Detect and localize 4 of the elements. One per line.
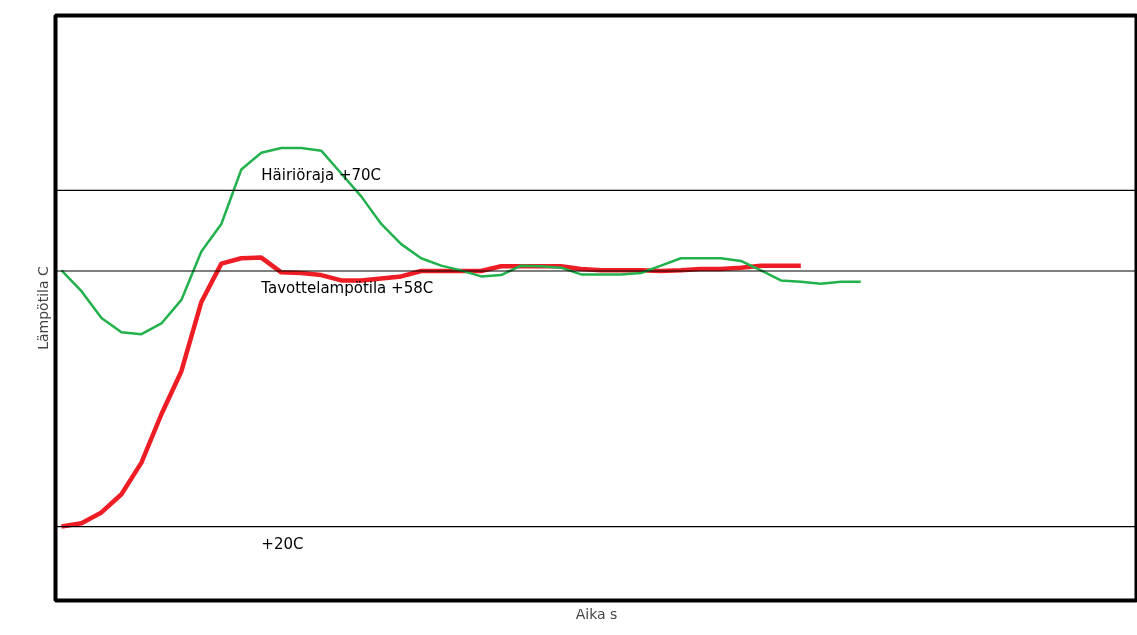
y-axis-title: Lämpötila C xyxy=(34,266,51,350)
ref-line-label: +20C xyxy=(261,534,304,553)
ref-line-label: Tavottelampötila +58C xyxy=(260,279,434,298)
x-axis-title: Aika s xyxy=(575,605,618,622)
